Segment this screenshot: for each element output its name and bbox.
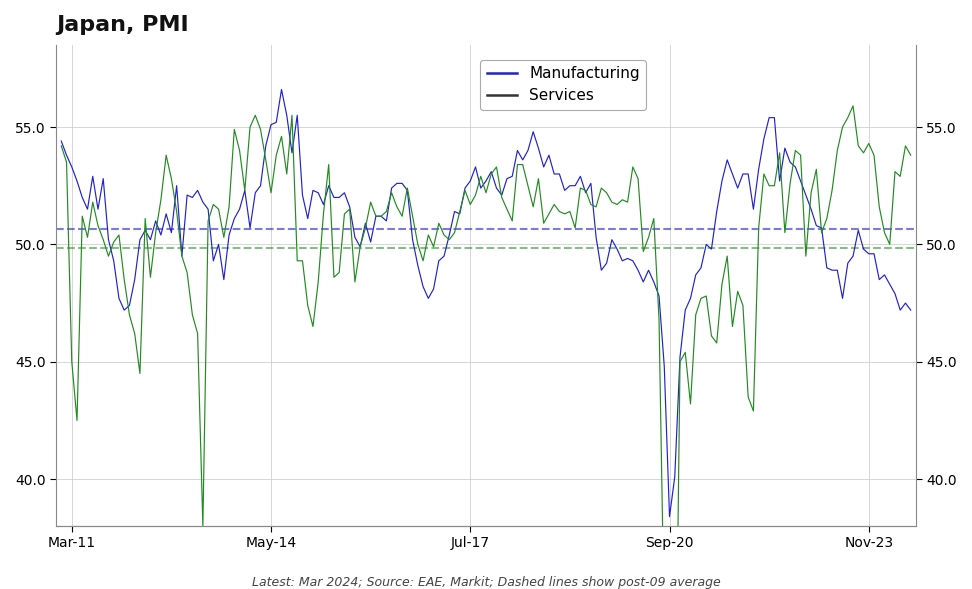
Legend: Manufacturing, Services: Manufacturing, Services bbox=[480, 59, 646, 110]
Text: Japan, PMI: Japan, PMI bbox=[56, 15, 189, 35]
Text: Latest: Mar 2024; Source: EAE, Markit; Dashed lines show post-09 average: Latest: Mar 2024; Source: EAE, Markit; D… bbox=[252, 576, 720, 589]
